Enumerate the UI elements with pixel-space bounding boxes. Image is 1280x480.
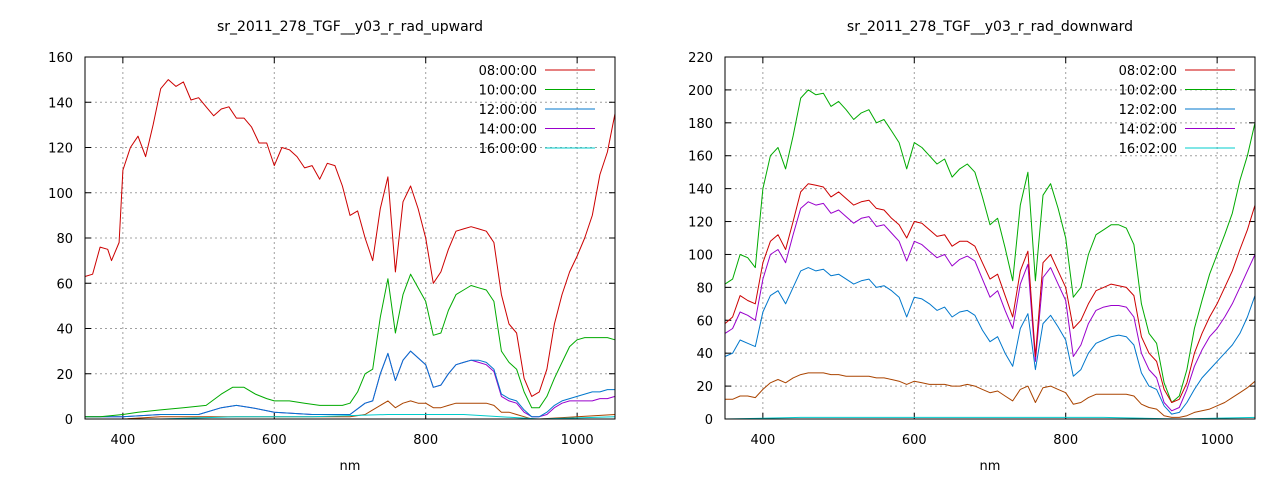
y-tick-label: 100 bbox=[688, 248, 713, 263]
y-tick-label: 140 bbox=[48, 96, 73, 111]
x-tick-label: 400 bbox=[750, 433, 775, 448]
x-tick-label: 600 bbox=[902, 433, 927, 448]
y-tick-label: 200 bbox=[688, 84, 713, 99]
legend-label: 14:02:00 bbox=[1119, 123, 1177, 138]
y-tick-label: 60 bbox=[696, 314, 713, 329]
x-tick-label: 800 bbox=[1053, 433, 1078, 448]
y-tick-label: 20 bbox=[56, 368, 73, 383]
plot-border bbox=[724, 56, 1256, 420]
x-tick-label: 1000 bbox=[1201, 433, 1234, 448]
y-tick-label: 140 bbox=[688, 183, 713, 198]
series-line-3 bbox=[85, 350, 615, 418]
legend-label: 10:02:00 bbox=[1119, 84, 1177, 99]
y-tick-label: 0 bbox=[705, 413, 713, 428]
series-line-2 bbox=[85, 273, 616, 418]
series-line-2 bbox=[724, 89, 1256, 403]
y-tick-label: 0 bbox=[65, 413, 73, 428]
y-tick-label: 160 bbox=[48, 51, 73, 66]
y-tick-label: 80 bbox=[696, 281, 713, 296]
chart-2: sr_2011_278_TGF__y03_r_rad_downward 0 20 40… bbox=[688, 19, 1256, 474]
plot-border bbox=[84, 56, 616, 420]
x-axis-label: nm bbox=[980, 459, 1001, 474]
y-tick-label: 120 bbox=[48, 142, 73, 157]
x-tick-label: 1000 bbox=[561, 433, 594, 448]
legend-label: 16:00:00 bbox=[479, 142, 537, 157]
chart-title: sr_2011_278_TGF__y03_r_rad_downward bbox=[847, 19, 1133, 35]
x-axis-label: nm bbox=[340, 459, 361, 474]
y-tick-label: 100 bbox=[48, 187, 73, 202]
y-tick-label: 20 bbox=[696, 380, 713, 395]
legend-label: 16:02:00 bbox=[1119, 142, 1177, 157]
x-tick-label: 600 bbox=[262, 433, 287, 448]
y-tick-label: 120 bbox=[688, 216, 713, 231]
legend-label: 10:00:00 bbox=[479, 84, 537, 99]
series-line-3 bbox=[724, 267, 1256, 415]
y-tick-label: 160 bbox=[688, 150, 713, 165]
x-tick-label: 800 bbox=[413, 433, 438, 448]
series-line-4 bbox=[85, 350, 616, 418]
series-line-6 bbox=[725, 372, 1256, 418]
chart-title: sr_2011_278_TGF__y03_r_rad_upward bbox=[217, 19, 483, 35]
series-line-1 bbox=[724, 183, 1256, 403]
y-tick-label: 40 bbox=[696, 347, 713, 362]
legend-label: 08:02:00 bbox=[1119, 64, 1177, 79]
y-tick-label: 80 bbox=[56, 232, 73, 247]
series-line-4 bbox=[724, 201, 1256, 412]
x-tick-label: 400 bbox=[110, 433, 135, 448]
legend-label: 14:00:00 bbox=[479, 123, 537, 138]
chart-1: sr_2011_278_TGF__y03_r_rad_upward 0 20 40 60… bbox=[48, 19, 616, 474]
legend-label: 12:00:00 bbox=[479, 103, 537, 118]
legend-label: 08:00:00 bbox=[479, 64, 537, 79]
y-tick-label: 40 bbox=[56, 323, 73, 338]
legend-label: 12:02:00 bbox=[1119, 103, 1177, 118]
y-tick-label: 60 bbox=[56, 277, 73, 292]
y-tick-label: 220 bbox=[688, 51, 713, 66]
series-line-1 bbox=[84, 79, 616, 397]
y-tick-label: 180 bbox=[688, 117, 713, 132]
